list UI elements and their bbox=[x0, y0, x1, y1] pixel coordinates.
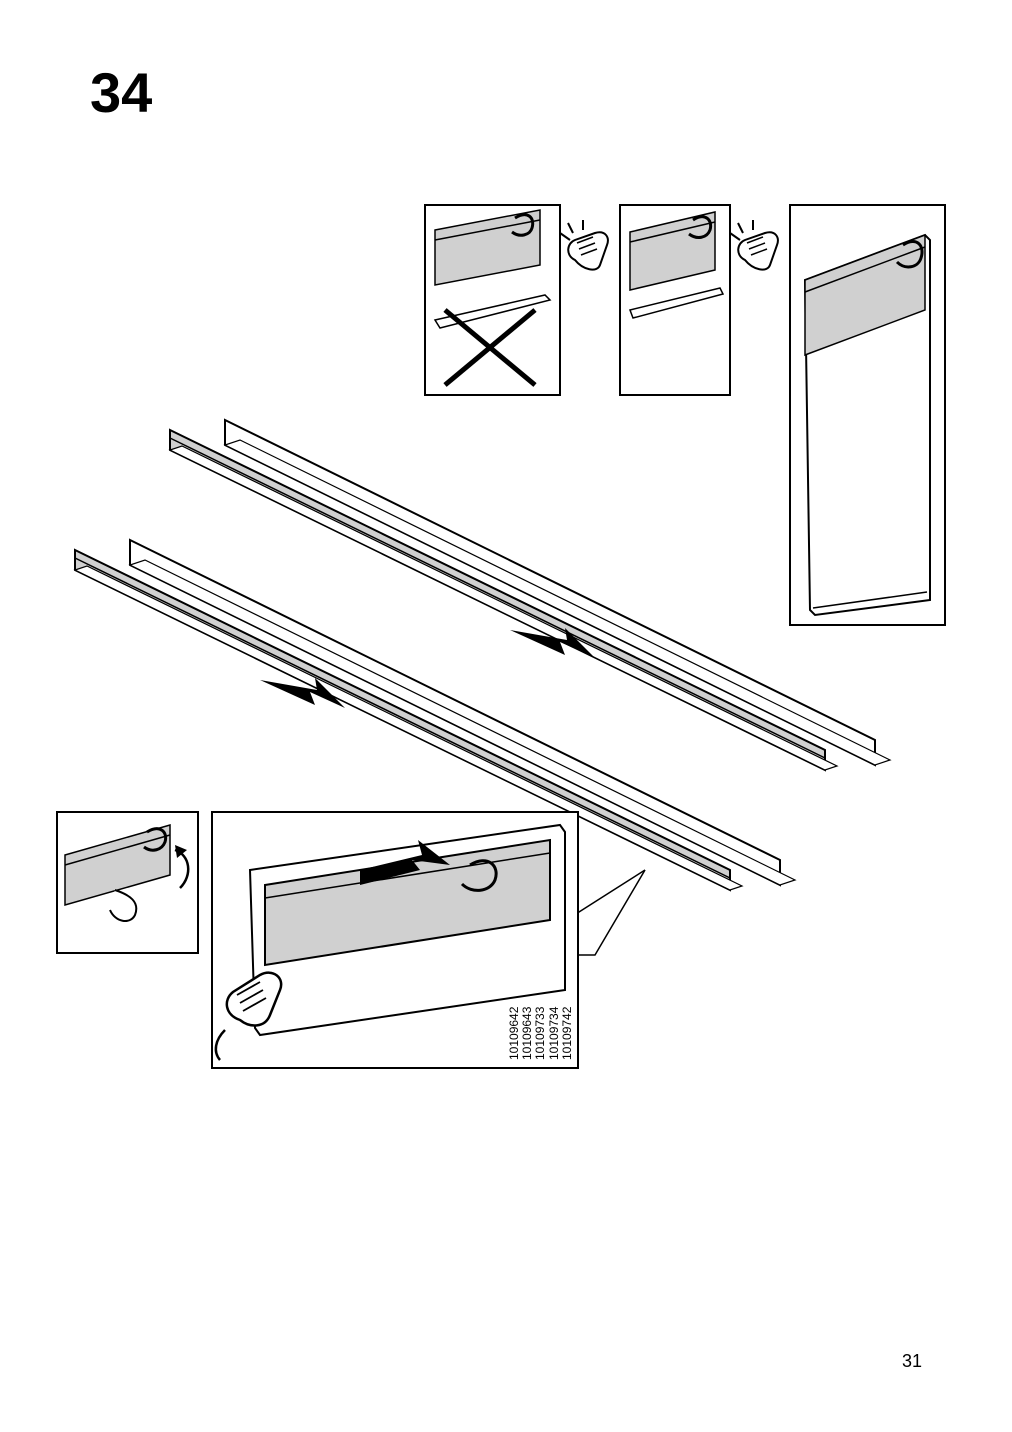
click-hand-icon bbox=[560, 220, 608, 270]
peel-panel bbox=[55, 810, 200, 955]
part-code: 10109734 bbox=[548, 1007, 561, 1060]
panel-correct-1 bbox=[620, 205, 778, 395]
part-code: 10109742 bbox=[561, 1007, 574, 1060]
rail-pair-back bbox=[170, 420, 890, 770]
page-number: 31 bbox=[902, 1351, 922, 1372]
part-codes: 10109642 10109643 10109733 10109734 1010… bbox=[508, 1007, 574, 1060]
panel-wrong bbox=[425, 205, 608, 395]
click-hand-icon bbox=[730, 220, 778, 270]
part-code: 10109733 bbox=[534, 1007, 547, 1060]
page: 34 bbox=[0, 0, 1012, 1432]
step-number: 34 bbox=[90, 60, 152, 125]
